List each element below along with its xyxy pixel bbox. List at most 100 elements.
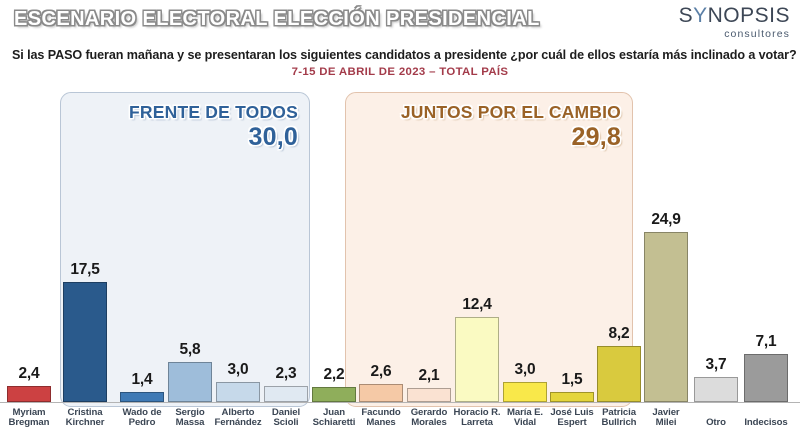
- bar-label-line2-sergio-massa: Massa: [175, 417, 205, 429]
- bar-label-line1-cristina-kirchner: Cristina: [67, 406, 103, 418]
- bar-cristina-kirchner[interactable]: [63, 282, 107, 402]
- bar-label-line1-javier-milei: Javier: [652, 406, 680, 418]
- axis-baseline: [0, 402, 800, 403]
- bar-value-javier-milei: 24,9: [651, 210, 681, 228]
- bar-label-line1-jose-luis-espert: José Luis: [550, 406, 594, 418]
- bar-group-daniel-scioli: 2,3 Daniel Scioli: [264, 0, 308, 433]
- bar-label-line1-myriam-bregman: Myriam: [12, 406, 46, 418]
- bar-myriam-bregman[interactable]: [7, 385, 51, 402]
- bar-label-cristina-kirchner: Cristina Kirchner: [59, 406, 111, 429]
- bar-label-patricia-bullrich: Patricia Bullrich: [593, 406, 645, 429]
- bar-group-indecisos: 7,1 Indecisos: [744, 0, 788, 433]
- bar-group-alberto-fernandez: 3,0 Alberto Fernández: [214, 0, 261, 433]
- bar-label-horacio-larreta: Horacio R. Larreta: [451, 406, 503, 429]
- bar-value-indecisos: 7,1: [755, 332, 777, 350]
- bar-jose-luis-espert[interactable]: [550, 391, 594, 402]
- bar-value-alberto-fernandez: 3,0: [227, 360, 249, 378]
- bar-label-facundo-manes: Facundo Manes: [355, 407, 407, 429]
- logo-text-post: NOPSIS: [707, 4, 790, 27]
- bar-maria-e-vidal[interactable]: [503, 381, 547, 402]
- bar-label-line1-gerardo-morales: Gerardo: [410, 406, 448, 418]
- bar-sergio-massa[interactable]: [168, 362, 212, 402]
- bar-horacio-larreta[interactable]: [455, 317, 499, 402]
- bar-label-jose-luis-espert: José Luis Espert: [546, 406, 598, 429]
- bar-label-line1-patricia-bullrich: Patricia: [602, 406, 636, 418]
- bar-label-line1-wado-de-pedro: Wado de: [122, 406, 162, 418]
- bar-label-otro: Otro: [690, 418, 742, 429]
- bar-wado-de-pedro[interactable]: [120, 392, 164, 402]
- bar-label-line1-otro: Otro: [706, 417, 726, 429]
- bar-group-gerardo-morales: 2,1 Gerardo Morales: [407, 0, 451, 433]
- bar-juan-schiaretti[interactable]: [312, 386, 356, 402]
- bar-label-line1-indecisos: Indecisos: [744, 417, 788, 429]
- bar-group-maria-e-vidal: 3,0 María E. Vidal: [503, 0, 547, 433]
- bar-value-daniel-scioli: 2,3: [275, 365, 297, 383]
- bar-value-sergio-massa: 5,8: [179, 341, 201, 359]
- group-name-frente-de-todos: FRENTE DE TODOS: [129, 102, 298, 122]
- bar-label-line2-juan-schiaretti: Schiaretti: [312, 417, 356, 429]
- bar-label-line2-alberto-fernandez: Fernández: [214, 417, 262, 429]
- bar-label-daniel-scioli: Daniel Scioli: [260, 406, 312, 429]
- bar-value-wado-de-pedro: 1,4: [131, 371, 153, 389]
- bar-label-wado-de-pedro: Wado de Pedro: [116, 406, 168, 429]
- bar-value-gerardo-morales: 2,1: [418, 366, 440, 384]
- bar-label-alberto-fernandez: Alberto Fernández: [212, 406, 264, 429]
- group-name-juntos-por-el-cambio: JUNTOS POR EL CAMBIO: [400, 102, 621, 122]
- bar-value-jose-luis-espert: 1,5: [561, 370, 583, 388]
- bar-label-line2-cristina-kirchner: Kirchner: [65, 417, 105, 429]
- bar-group-jose-luis-espert: 1,5 José Luis Espert: [550, 0, 594, 433]
- bar-label-line1-horacio-larreta: Horacio R.: [453, 406, 501, 418]
- bar-group-horacio-larreta: 12,4 Horacio R. Larreta: [454, 0, 501, 433]
- bar-otro[interactable]: [694, 376, 738, 402]
- survey-daterange: 7-15 DE ABRIL DE 2023 – TOTAL PAÍS: [291, 66, 509, 78]
- bar-label-line2-gerardo-morales: Morales: [411, 417, 447, 429]
- bar-label-line1-daniel-scioli: Daniel: [271, 406, 301, 418]
- bar-group-cristina-kirchner: 17,5 Cristina Kirchner: [63, 0, 107, 433]
- bar-value-juan-schiaretti: 2,2: [323, 365, 345, 383]
- bar-group-facundo-manes: 2,6 Facundo Manes: [359, 0, 403, 433]
- bar-daniel-scioli[interactable]: [264, 386, 308, 402]
- bar-label-line1-juan-schiaretti: Juan: [323, 406, 345, 418]
- bar-indecisos[interactable]: [744, 353, 788, 402]
- bar-gerardo-morales[interactable]: [407, 387, 451, 402]
- logo-tagline: consultores: [724, 28, 790, 40]
- bar-label-line2-horacio-larreta: Larreta: [461, 417, 493, 429]
- bar-value-cristina-kirchner: 17,5: [70, 261, 100, 279]
- logo-y-glyph: Y: [693, 4, 708, 27]
- bar-label-line1-alberto-fernandez: Alberto: [221, 406, 255, 418]
- bar-group-wado-de-pedro: 1,4 Wado de Pedro: [120, 0, 164, 433]
- group-total-juntos-por-el-cambio: 29,8: [571, 122, 621, 151]
- synopsis-logo: SYNOPSIS consultores: [679, 5, 790, 40]
- bar-label-line2-daniel-scioli: Scioli: [273, 417, 299, 429]
- bar-group-myriam-bregman: 2,4 Myriam Bregman: [7, 0, 51, 433]
- bar-label-juan-schiaretti: Juan Schiaretti: [308, 406, 360, 429]
- bar-alberto-fernandez[interactable]: [216, 381, 260, 402]
- bar-value-patricia-bullrich: 8,2: [608, 325, 630, 342]
- bar-label-myriam-bregman: Myriam Bregman: [3, 406, 55, 429]
- bar-javier-milei[interactable]: [644, 231, 688, 402]
- bar-value-otro: 3,7: [705, 355, 727, 373]
- bar-value-maria-e-vidal: 3,0: [514, 360, 536, 378]
- bar-label-line2-myriam-bregman: Bregman: [8, 417, 50, 429]
- bar-label-line2-wado-de-pedro: Pedro: [128, 417, 156, 429]
- bar-label-line2-jose-luis-espert: Espert: [557, 417, 587, 429]
- bar-label-indecisos: Indecisos: [740, 418, 792, 429]
- survey-question: Si las PASO fueran mañana y se presentar…: [12, 48, 797, 62]
- bar-label-javier-milei: Javier Milei: [640, 406, 692, 429]
- bar-value-horacio-larreta: 12,4: [462, 296, 492, 314]
- bar-patricia-bullrich[interactable]: [597, 346, 641, 402]
- page-title: ESCENARIO ELECTORAL ELECCIÓN PRESIDENCIA…: [14, 8, 540, 30]
- bar-facundo-manes[interactable]: [359, 384, 403, 402]
- logo-wordmark: SYNOPSIS: [679, 5, 790, 26]
- logo-text-pre: S: [678, 4, 694, 27]
- group-label-frente-de-todos: FRENTE DE TODOS 30,0: [129, 102, 298, 150]
- group-label-juntos-por-el-cambio: JUNTOS POR EL CAMBIO 29,8: [400, 102, 621, 151]
- bar-label-line2-patricia-bullrich: Bullrich: [601, 417, 637, 429]
- bar-label-gerardo-morales: Gerardo Morales: [403, 406, 455, 429]
- bar-group-juan-schiaretti: 2,2 Juan Schiaretti: [312, 0, 356, 433]
- bar-label-line2-maria-e-vidal: Vidal: [513, 417, 537, 429]
- bar-label-line1-maria-e-vidal: María E.: [507, 406, 543, 418]
- bar-label-line2-facundo-manes: Manes: [366, 417, 396, 429]
- bar-group-patricia-bullrich: 8,2 Patricia Bullrich: [597, 0, 641, 433]
